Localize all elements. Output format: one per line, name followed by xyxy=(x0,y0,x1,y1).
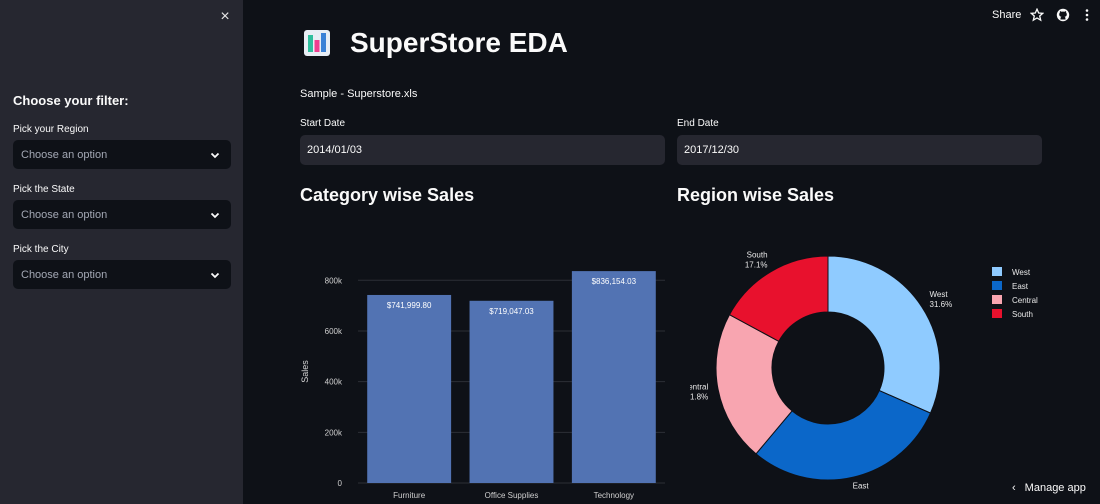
more-vertical-icon[interactable] xyxy=(1080,8,1094,22)
slice-name-label: Central xyxy=(690,383,708,392)
chevron-down-icon xyxy=(210,212,220,218)
state-select-placeholder: Choose an option xyxy=(21,208,108,221)
slice-percent-label: 21.8% xyxy=(690,393,708,402)
donut-slice-south[interactable] xyxy=(728,255,829,343)
start-date-label: Start Date xyxy=(300,118,346,129)
bar-value-label: $741,999.80 xyxy=(387,301,432,310)
city-select-placeholder: Choose an option xyxy=(21,268,108,281)
chevron-down-icon xyxy=(210,152,220,158)
bar-value-label: $719,047.03 xyxy=(489,307,534,316)
page-title: SuperStore EDA xyxy=(350,27,568,58)
region-select-placeholder: Choose an option xyxy=(21,148,108,161)
y-axis-label: Sales xyxy=(300,360,310,383)
state-filter-label: Pick the State xyxy=(13,184,75,195)
slice-name-label: South xyxy=(747,251,768,260)
legend-swatch[interactable] xyxy=(992,295,1002,304)
star-icon[interactable] xyxy=(1030,8,1044,22)
x-tick-label: Office Supplies xyxy=(485,491,539,500)
region-sales-donut-chart: West31.6%East29.5%Central21.8%South17.1%… xyxy=(690,251,1038,490)
city-select[interactable]: Choose an option xyxy=(13,260,231,289)
y-tick-label: 200k xyxy=(325,428,343,437)
y-tick-label: 600k xyxy=(325,327,343,336)
donut-slice-west[interactable] xyxy=(827,255,941,414)
legend-swatch[interactable] xyxy=(992,267,1002,276)
legend-label[interactable]: East xyxy=(1012,282,1029,291)
end-date-input[interactable]: 2017/12/30 xyxy=(677,135,1042,165)
chevron-left-icon: ‹ xyxy=(1012,482,1016,494)
legend-swatch[interactable] xyxy=(992,309,1002,318)
slice-percent-label: 31.6% xyxy=(930,300,953,309)
legend-swatch[interactable] xyxy=(992,281,1002,290)
region-select[interactable]: Choose an option xyxy=(13,140,231,169)
donut-slice-east[interactable] xyxy=(755,389,932,481)
category-sales-bar-chart: 0 200k 400k 600k 800k Sales $741,999.80 Furnitu… xyxy=(300,271,665,500)
slice-name-label: East xyxy=(853,482,870,490)
region-filter-label: Pick your Region xyxy=(13,124,89,135)
manage-app-label: Manage app xyxy=(1024,482,1086,494)
bar[interactable] xyxy=(571,271,656,483)
bar[interactable] xyxy=(469,300,554,483)
legend-label[interactable]: South xyxy=(1012,310,1033,319)
x-tick-label: Technology xyxy=(594,491,634,500)
legend-label[interactable]: West xyxy=(1012,268,1031,277)
github-icon[interactable] xyxy=(1056,8,1070,22)
x-tick-label: Furniture xyxy=(393,491,426,500)
file-name: Sample - Superstore.xls xyxy=(300,88,418,100)
slice-percent-label: 17.1% xyxy=(745,261,768,270)
start-date-input[interactable]: 2014/01/03 xyxy=(300,135,665,165)
share-button[interactable]: Share xyxy=(992,9,1022,21)
category-sales-title: Category wise Sales xyxy=(300,185,475,205)
state-select[interactable]: Choose an option xyxy=(13,200,231,229)
close-sidebar-button[interactable]: × xyxy=(220,8,230,25)
donut-slice-central[interactable] xyxy=(715,313,793,455)
region-sales-title: Region wise Sales xyxy=(677,185,835,205)
filter-heading: Choose your filter: xyxy=(13,93,129,108)
y-tick-label: 800k xyxy=(325,276,343,285)
sidebar: × Choose your filter: Pick your Region C… xyxy=(0,0,243,504)
manage-app-button[interactable]: ‹ Manage app xyxy=(1012,482,1086,494)
chevron-down-icon xyxy=(210,272,220,278)
end-date-label: End Date xyxy=(677,118,719,129)
bar-chart-icon xyxy=(304,30,330,56)
slice-name-label: West xyxy=(930,290,949,299)
legend-label[interactable]: Central xyxy=(1012,296,1038,305)
y-tick-label: 0 xyxy=(338,479,343,488)
bar[interactable] xyxy=(367,294,452,483)
bar-value-label: $836,154.03 xyxy=(592,277,637,286)
city-filter-label: Pick the City xyxy=(13,244,69,255)
y-tick-label: 400k xyxy=(325,378,343,387)
